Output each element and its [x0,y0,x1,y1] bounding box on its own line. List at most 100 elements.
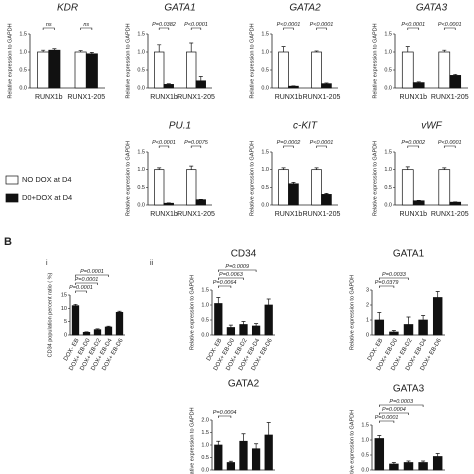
bar [438,51,451,89]
error-bar [216,440,221,445]
bar [195,199,206,206]
annotation: P=0.0001 [69,285,93,291]
x-tick-label: RUNX1-205 [303,94,341,101]
y-tick-label: 0.0 [201,332,209,338]
annotation: P<0.0001 [310,140,334,146]
legend-swatch [5,193,19,203]
bar [239,324,248,336]
y-tick-label: 15 [61,292,67,298]
bar [432,297,443,336]
bar [115,311,124,336]
error-bar [453,73,458,76]
bar [418,319,428,336]
y-tick-label: 1 [366,317,369,323]
annotation: P<0.0001 [184,22,208,28]
bracket [379,404,424,407]
annotation: ns [46,22,52,28]
error-bar [241,433,246,442]
error-bar [324,192,329,195]
y-tick-label: 1.5 [361,422,369,428]
error-bar [228,460,233,463]
error-bar [157,167,162,170]
bracket [158,145,170,148]
y-tick-label: 0.5 [137,67,145,73]
y-tick-label: 1.0 [384,49,392,55]
error-bar [421,315,426,320]
error-bar [117,310,122,313]
x-tick-label: RUNX1-205 [177,211,215,218]
bracket [218,269,257,272]
annotation: P=0.0002 [277,140,301,146]
bar [449,75,462,89]
bar [412,200,425,206]
y-tick-label: 0.5 [384,67,392,73]
bar [163,202,174,206]
y-tick-label: 0.5 [201,455,209,461]
annotation: P=0.0064 [213,280,237,286]
bar [186,51,197,89]
error-bar [41,49,46,52]
bar [226,462,236,471]
error-bar [377,435,382,439]
annotation: P<0.0001 [438,22,462,28]
bar [71,305,80,336]
bar [412,82,425,89]
bracket [42,27,55,30]
annotation: P=0.0382 [152,22,176,28]
bar [311,51,322,89]
bar [163,84,174,89]
error-bar [435,291,440,298]
annotation: P=0.0075 [184,140,209,146]
annotation: P=0.0001 [75,277,99,283]
y-tick-label: 0.5 [19,67,27,73]
y-axis-label: Relative expression to GAPDH [189,407,195,474]
y-tick-label: 0.5 [261,185,269,191]
y-tick-label: 0 [64,332,67,338]
annotation: P<0.0001 [438,140,462,146]
y-tick-label: 3 [366,287,369,293]
error-bar [198,76,203,81]
x-tick-label: RUNX1b [35,94,63,101]
error-bar [166,83,171,85]
bracket [75,274,109,277]
bracket [316,145,327,148]
bar [438,169,451,206]
bracket [75,282,98,285]
y-tick-label: 0 [366,332,369,338]
y-tick-label: 0.5 [201,317,209,323]
x-tick-label: RUNX1b [275,94,303,101]
bracket [218,285,232,288]
error-bar [157,44,162,52]
y-tick-label: 1.0 [137,49,145,55]
chart-title: GATA1 [164,3,195,14]
bar [389,331,399,336]
bracket [443,27,456,30]
y-axis-label: Relative expression to GAPDH [349,410,355,474]
error-bar [189,42,194,52]
annotation: P=0.0379 [375,280,399,286]
y-tick-label: 0.5 [137,185,145,191]
error-bar [84,331,89,333]
legend-swatch [5,175,19,185]
y-tick-label: 1.5 [201,430,209,436]
x-tick-label: RUNX1b [399,94,427,101]
chart-title: CD34 [231,249,257,260]
bracket [407,145,420,148]
bracket [443,145,456,148]
bar [374,319,385,336]
y-tick-label: 1.0 [137,167,145,173]
bar [401,169,414,206]
chart-title: KDR [57,3,78,14]
bracket [379,420,395,423]
error-bar [228,324,233,328]
y-axis-label: Relative expression to GAPDH [349,275,355,350]
error-bar [78,50,83,52]
annotation: P=0.0004 [382,407,406,413]
error-bar [421,460,426,463]
panel-label: i [46,260,48,267]
bar [401,51,414,89]
y-tick-label: 5 [64,319,67,325]
chart-title: vWF [421,121,442,132]
bar [374,438,385,471]
